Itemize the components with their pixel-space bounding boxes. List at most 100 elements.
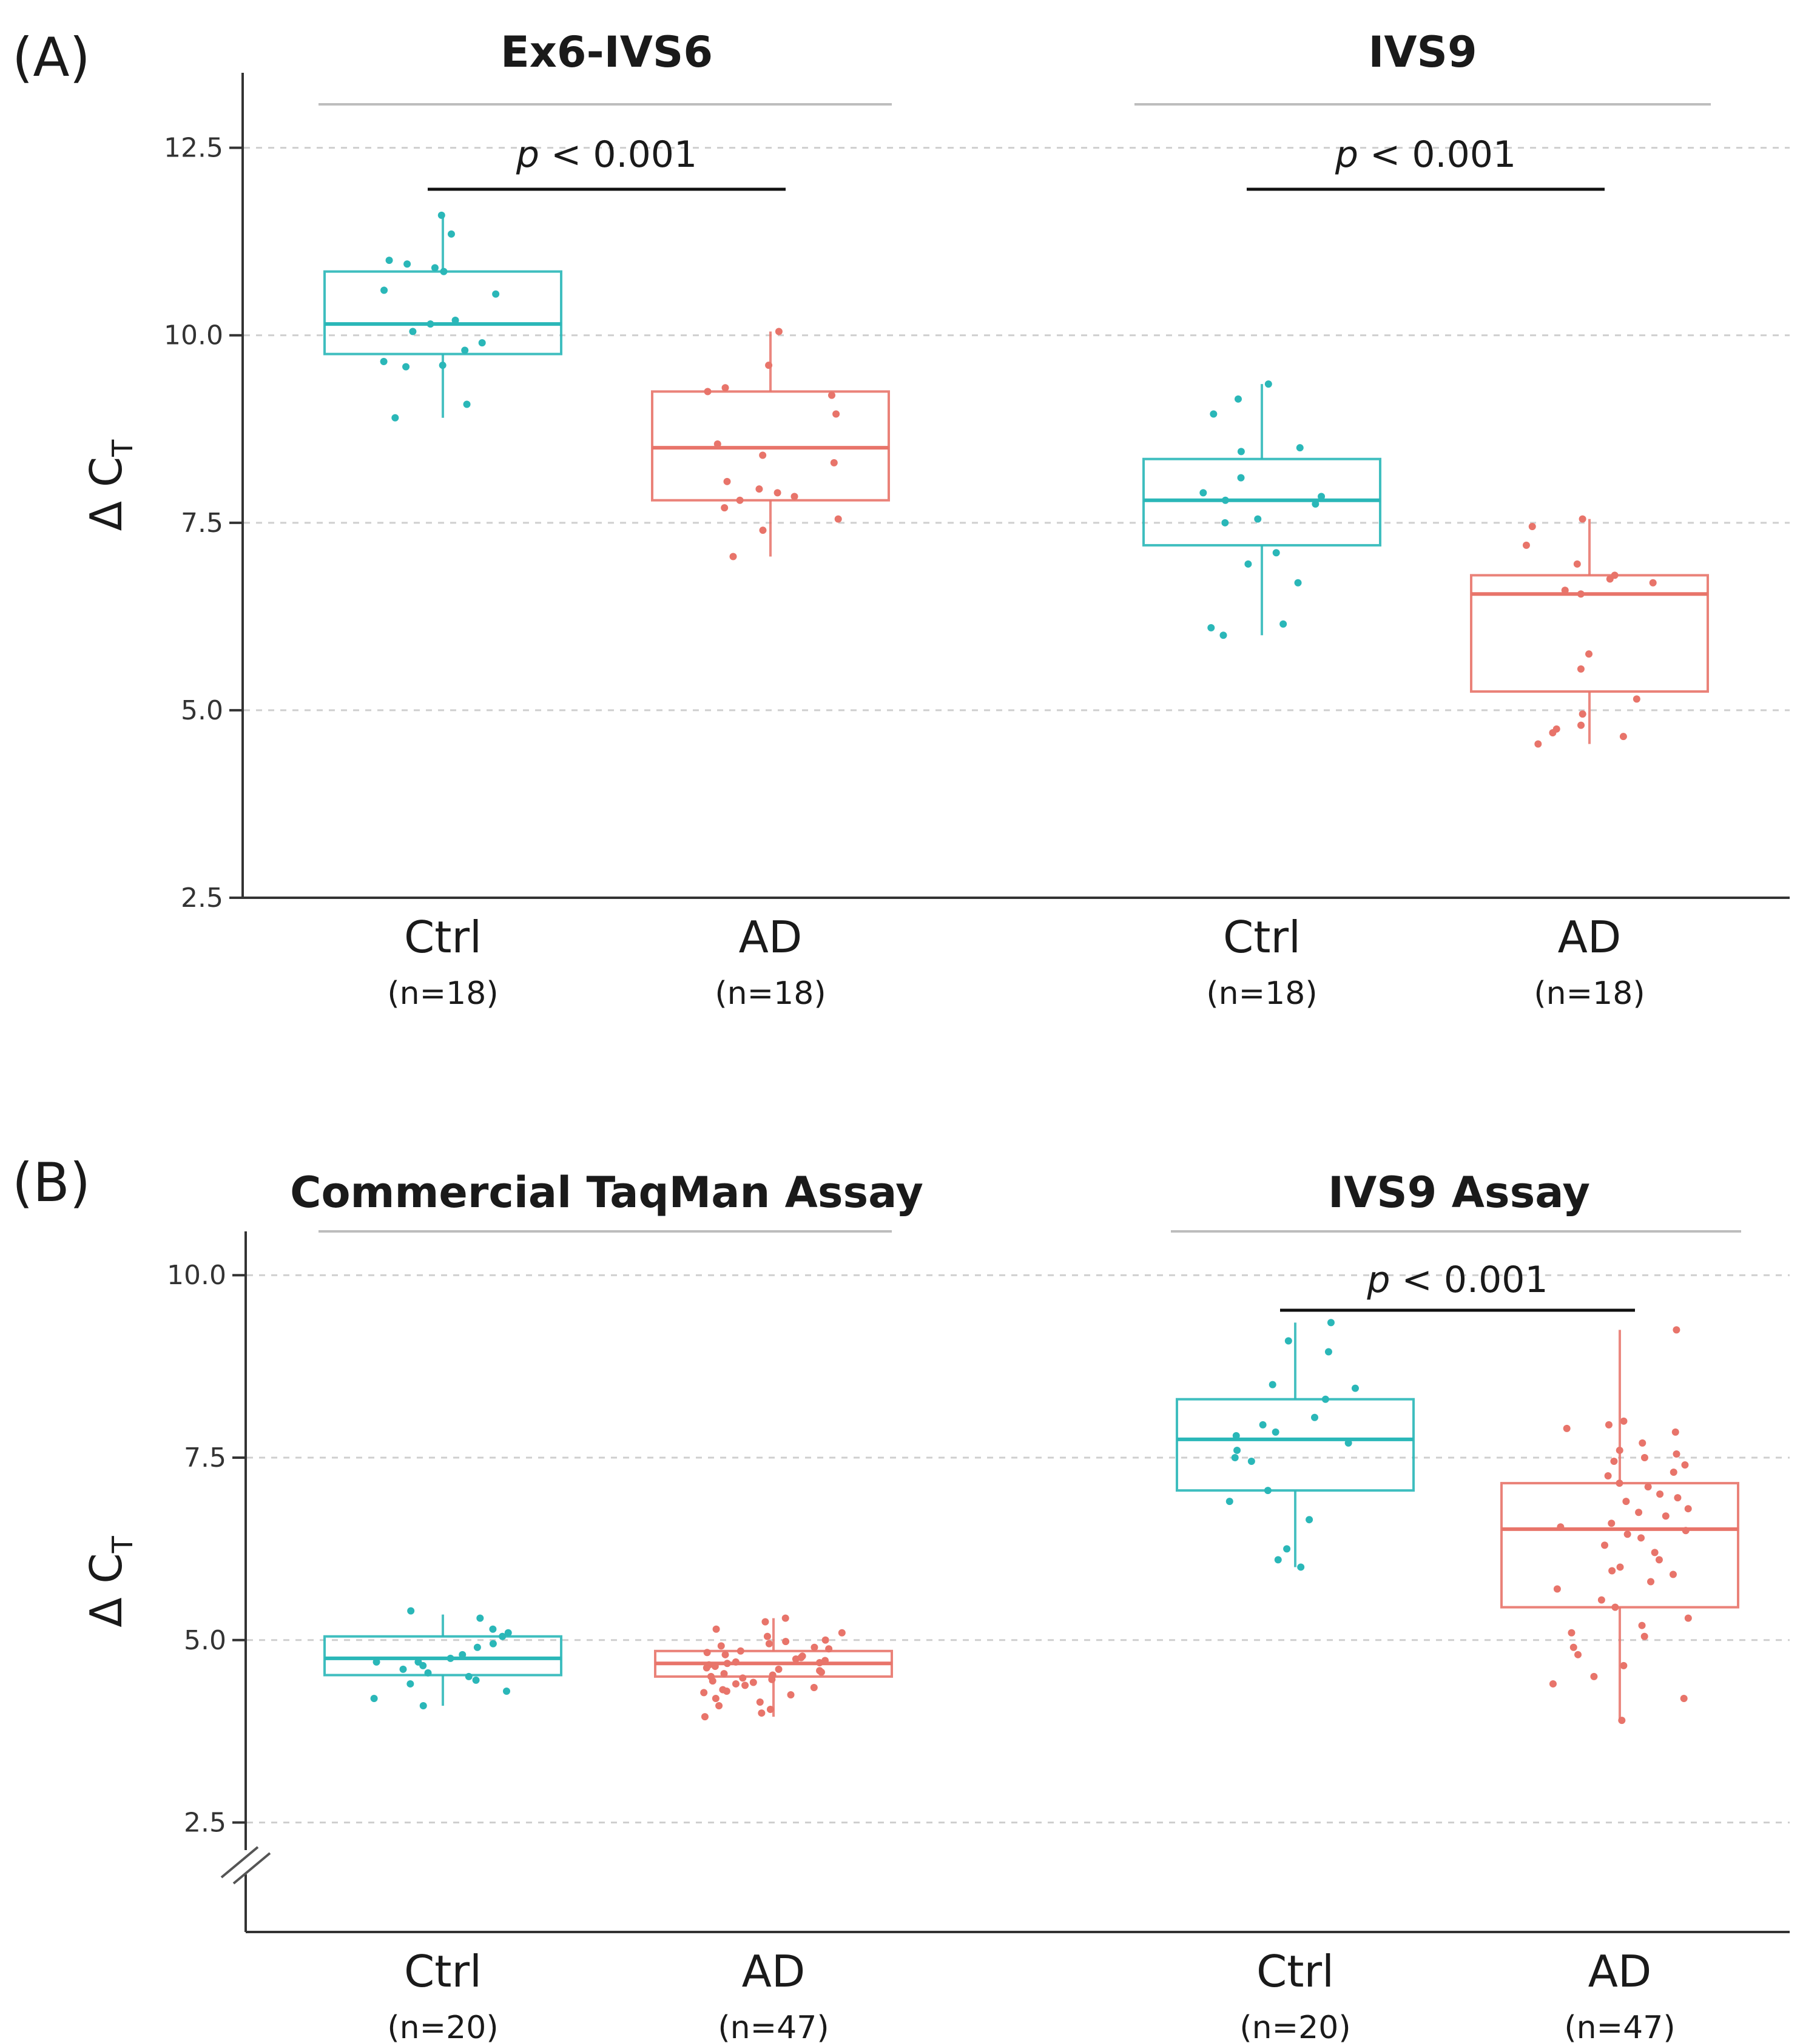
data-point bbox=[721, 504, 729, 512]
p-value-text: < 0.001 bbox=[539, 133, 697, 176]
data-point bbox=[701, 1713, 709, 1721]
data-point bbox=[1605, 1421, 1613, 1429]
data-point bbox=[1681, 1461, 1689, 1469]
data-point bbox=[1553, 1585, 1561, 1593]
data-point bbox=[1647, 1578, 1655, 1586]
data-point bbox=[1616, 1563, 1624, 1571]
data-point bbox=[756, 1698, 764, 1706]
panel-letter: (B) bbox=[12, 1151, 90, 1214]
data-point bbox=[1640, 1453, 1648, 1461]
data-point bbox=[1561, 587, 1569, 594]
data-point bbox=[1656, 1490, 1664, 1498]
data-point bbox=[459, 1651, 467, 1658]
data-point bbox=[838, 1629, 846, 1637]
box-iqr bbox=[1142, 457, 1381, 547]
data-point bbox=[1608, 1567, 1616, 1575]
data-point bbox=[712, 1695, 720, 1702]
data-point bbox=[1597, 1596, 1605, 1604]
data-point bbox=[391, 414, 399, 422]
data-point bbox=[1297, 1563, 1305, 1571]
data-point bbox=[406, 1680, 414, 1688]
data-point bbox=[1321, 1395, 1329, 1403]
box-iqr bbox=[323, 270, 562, 355]
data-point bbox=[1563, 1424, 1571, 1432]
data-point bbox=[439, 362, 447, 369]
data-point bbox=[1604, 1472, 1612, 1480]
data-point bbox=[755, 485, 763, 493]
data-point bbox=[437, 211, 445, 219]
data-point bbox=[787, 1691, 795, 1698]
data-point bbox=[732, 1658, 740, 1666]
y-tick-label: 5.0 bbox=[181, 695, 223, 726]
facet-ex6-ivs6: Ex6-IVS6 p < 0.001 Ctrl (n=18) AD (n=18) bbox=[318, 27, 892, 1012]
data-point bbox=[419, 1661, 427, 1669]
data-point bbox=[759, 527, 767, 534]
data-point bbox=[1274, 1556, 1282, 1564]
data-point bbox=[790, 493, 798, 500]
data-point bbox=[1684, 1614, 1692, 1622]
data-point bbox=[399, 1665, 407, 1673]
data-point bbox=[1557, 1523, 1565, 1531]
data-point bbox=[1294, 579, 1302, 587]
data-point bbox=[1680, 1695, 1688, 1702]
data-point bbox=[782, 1638, 790, 1646]
sample-size-label: (n=47) bbox=[1564, 2010, 1675, 2043]
data-point bbox=[1649, 579, 1657, 587]
data-point bbox=[502, 1687, 510, 1695]
data-point bbox=[499, 1632, 507, 1640]
p-value-symbol: p bbox=[1335, 133, 1358, 176]
p-value-text: < 0.001 bbox=[1358, 133, 1516, 176]
box-iqr bbox=[1176, 1398, 1415, 1492]
data-point bbox=[1644, 1483, 1652, 1491]
data-point bbox=[1534, 740, 1542, 748]
data-point bbox=[703, 1664, 710, 1672]
facet-title: Commercial TaqMan Assay bbox=[290, 1168, 923, 1217]
data-point bbox=[1311, 1413, 1319, 1421]
data-point bbox=[816, 1659, 824, 1667]
data-point bbox=[1264, 380, 1272, 388]
data-point bbox=[1674, 1494, 1682, 1502]
category-label-ad: AD bbox=[1588, 1946, 1652, 1997]
data-point bbox=[709, 1677, 716, 1685]
y-tick-label: 2.5 bbox=[181, 883, 223, 914]
sample-size-label: (n=18) bbox=[715, 975, 826, 1012]
data-point bbox=[810, 1683, 818, 1691]
box-iqr bbox=[651, 390, 890, 502]
data-point bbox=[758, 1709, 766, 1717]
box-ctrl bbox=[323, 1607, 562, 1710]
box-ad bbox=[1500, 1326, 1739, 1725]
data-point bbox=[1296, 444, 1304, 452]
p-value-symbol: p bbox=[1366, 1259, 1390, 1301]
data-point bbox=[1620, 1661, 1628, 1669]
data-point bbox=[492, 290, 500, 298]
data-point bbox=[729, 553, 737, 560]
data-point bbox=[1682, 1527, 1690, 1535]
data-point bbox=[426, 320, 434, 328]
sample-size-label: (n=18) bbox=[1534, 975, 1645, 1012]
sample-size-label: (n=20) bbox=[1239, 2010, 1350, 2043]
data-point bbox=[1623, 1530, 1631, 1538]
data-point bbox=[817, 1668, 825, 1676]
data-point bbox=[1568, 1629, 1576, 1637]
data-point bbox=[1232, 1432, 1240, 1439]
data-point bbox=[766, 1706, 774, 1714]
data-point bbox=[1207, 624, 1215, 631]
data-point bbox=[825, 1645, 833, 1653]
data-point bbox=[1577, 665, 1585, 673]
axis-break-mark bbox=[220, 1846, 259, 1879]
data-point bbox=[409, 328, 417, 335]
y-tick-label: 10.0 bbox=[164, 320, 223, 351]
data-point bbox=[1574, 1651, 1582, 1658]
facet-ivs9: IVS9 p < 0.001 Ctrl (n=18) AD (n=18) bbox=[1134, 27, 1711, 1012]
data-point bbox=[476, 1614, 484, 1622]
data-point bbox=[1528, 523, 1536, 530]
facet-title: IVS9 bbox=[1368, 27, 1477, 77]
panel-b: (B) 2.5 5.0 7.5 10.0 Δ CT Commercial TaqMan As… bbox=[12, 1151, 1790, 2043]
data-point bbox=[431, 264, 439, 272]
data-point bbox=[827, 391, 835, 399]
data-point bbox=[1219, 631, 1227, 639]
box-iqr bbox=[1470, 574, 1709, 693]
data-point bbox=[721, 1651, 729, 1658]
data-point bbox=[1606, 575, 1614, 583]
data-point bbox=[1237, 448, 1245, 456]
